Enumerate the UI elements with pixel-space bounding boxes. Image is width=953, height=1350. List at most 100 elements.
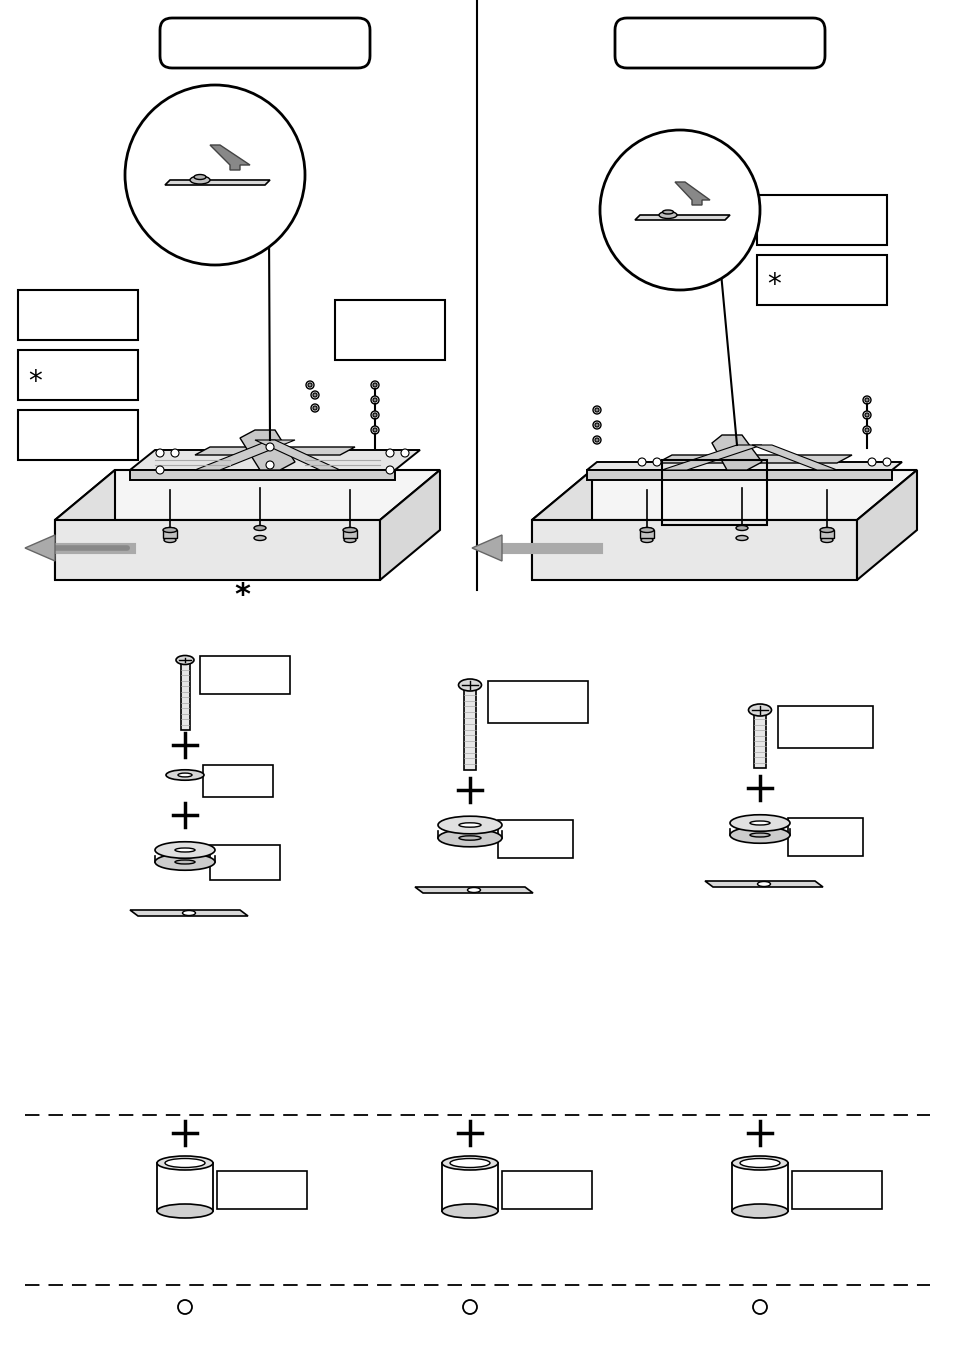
Circle shape <box>595 437 598 441</box>
Circle shape <box>306 381 314 389</box>
Circle shape <box>266 460 274 468</box>
Circle shape <box>371 381 378 389</box>
Polygon shape <box>415 887 533 892</box>
Ellipse shape <box>748 703 771 716</box>
Circle shape <box>371 427 378 433</box>
Circle shape <box>266 443 274 451</box>
Ellipse shape <box>154 853 214 871</box>
Ellipse shape <box>190 176 210 184</box>
Bar <box>210 845 280 880</box>
Circle shape <box>862 396 870 404</box>
Circle shape <box>864 428 868 432</box>
Ellipse shape <box>749 833 769 837</box>
Ellipse shape <box>458 836 480 840</box>
Polygon shape <box>130 450 419 470</box>
Circle shape <box>371 410 378 418</box>
Polygon shape <box>532 470 592 580</box>
Ellipse shape <box>253 536 266 540</box>
Ellipse shape <box>164 528 175 532</box>
Polygon shape <box>194 440 294 470</box>
Ellipse shape <box>458 679 481 691</box>
Ellipse shape <box>344 528 355 532</box>
Ellipse shape <box>164 537 175 543</box>
Polygon shape <box>586 462 901 470</box>
Circle shape <box>595 408 598 412</box>
Bar <box>203 765 273 796</box>
Bar <box>335 300 444 360</box>
Circle shape <box>864 398 868 402</box>
Ellipse shape <box>174 860 194 864</box>
Bar <box>778 706 872 748</box>
Circle shape <box>156 466 164 474</box>
Ellipse shape <box>437 829 501 846</box>
Polygon shape <box>130 470 395 481</box>
Bar <box>497 819 573 859</box>
Ellipse shape <box>731 1156 787 1170</box>
Bar <box>757 255 886 305</box>
Ellipse shape <box>343 528 356 532</box>
Circle shape <box>386 466 394 474</box>
Ellipse shape <box>441 1156 497 1170</box>
Polygon shape <box>635 215 729 220</box>
Circle shape <box>371 396 378 404</box>
Bar <box>163 531 177 539</box>
Ellipse shape <box>821 537 832 543</box>
Bar <box>200 656 290 694</box>
Polygon shape <box>55 470 439 520</box>
Text: *: * <box>28 369 42 396</box>
Polygon shape <box>165 180 270 185</box>
Ellipse shape <box>166 769 204 780</box>
Bar <box>787 818 862 856</box>
Circle shape <box>862 410 870 418</box>
Ellipse shape <box>178 774 192 778</box>
Circle shape <box>593 421 600 429</box>
Ellipse shape <box>640 537 652 543</box>
Circle shape <box>373 413 376 417</box>
Polygon shape <box>711 435 761 470</box>
Circle shape <box>373 398 376 402</box>
Circle shape <box>599 130 760 290</box>
Bar <box>661 460 766 525</box>
Polygon shape <box>472 535 501 562</box>
Bar <box>753 710 765 768</box>
Ellipse shape <box>729 815 789 832</box>
Text: *: * <box>766 271 780 298</box>
Polygon shape <box>240 431 294 470</box>
Circle shape <box>311 404 318 412</box>
Ellipse shape <box>820 528 833 532</box>
Polygon shape <box>55 470 115 580</box>
Ellipse shape <box>731 1204 787 1218</box>
Bar <box>463 684 476 770</box>
Polygon shape <box>379 470 439 580</box>
Ellipse shape <box>735 525 747 531</box>
Bar <box>343 531 356 539</box>
Circle shape <box>156 450 164 458</box>
Polygon shape <box>532 520 856 580</box>
Ellipse shape <box>735 536 747 540</box>
Ellipse shape <box>729 826 789 844</box>
Ellipse shape <box>193 174 206 180</box>
Ellipse shape <box>639 528 654 532</box>
Ellipse shape <box>175 656 193 664</box>
Ellipse shape <box>157 1156 213 1170</box>
Ellipse shape <box>749 821 769 825</box>
Ellipse shape <box>450 1158 490 1168</box>
Circle shape <box>752 1300 766 1314</box>
Ellipse shape <box>182 910 195 915</box>
Bar <box>181 660 190 730</box>
Ellipse shape <box>467 887 480 892</box>
Polygon shape <box>254 440 339 470</box>
Bar <box>216 1170 307 1210</box>
Polygon shape <box>210 144 250 170</box>
Circle shape <box>373 428 376 432</box>
Polygon shape <box>532 470 916 520</box>
Ellipse shape <box>163 528 177 532</box>
Ellipse shape <box>344 537 355 543</box>
Circle shape <box>867 458 875 466</box>
Polygon shape <box>661 446 761 470</box>
Ellipse shape <box>165 1158 205 1168</box>
Bar <box>820 531 833 539</box>
Text: *: * <box>233 580 250 609</box>
Polygon shape <box>751 446 836 470</box>
Circle shape <box>593 406 600 414</box>
